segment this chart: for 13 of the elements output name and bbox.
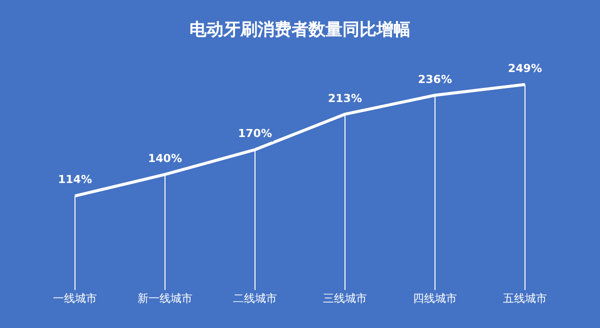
x-tick-label: 四线城市 <box>413 292 457 305</box>
data-label: 140% <box>148 152 182 165</box>
x-tick-label: 三线城市 <box>323 292 367 305</box>
data-label: 236% <box>418 73 452 86</box>
data-label: 114% <box>58 173 92 186</box>
chart-title: 电动牙刷消费者数量同比增幅 <box>190 20 410 40</box>
x-tick-label: 二线城市 <box>233 292 277 305</box>
data-label: 170% <box>238 127 272 140</box>
x-tick-label: 新一线城市 <box>138 292 192 305</box>
x-tick-label: 五线城市 <box>503 292 547 305</box>
data-label: 213% <box>328 92 362 105</box>
x-tick-label: 一线城市 <box>53 292 97 305</box>
data-label: 249% <box>508 62 542 75</box>
